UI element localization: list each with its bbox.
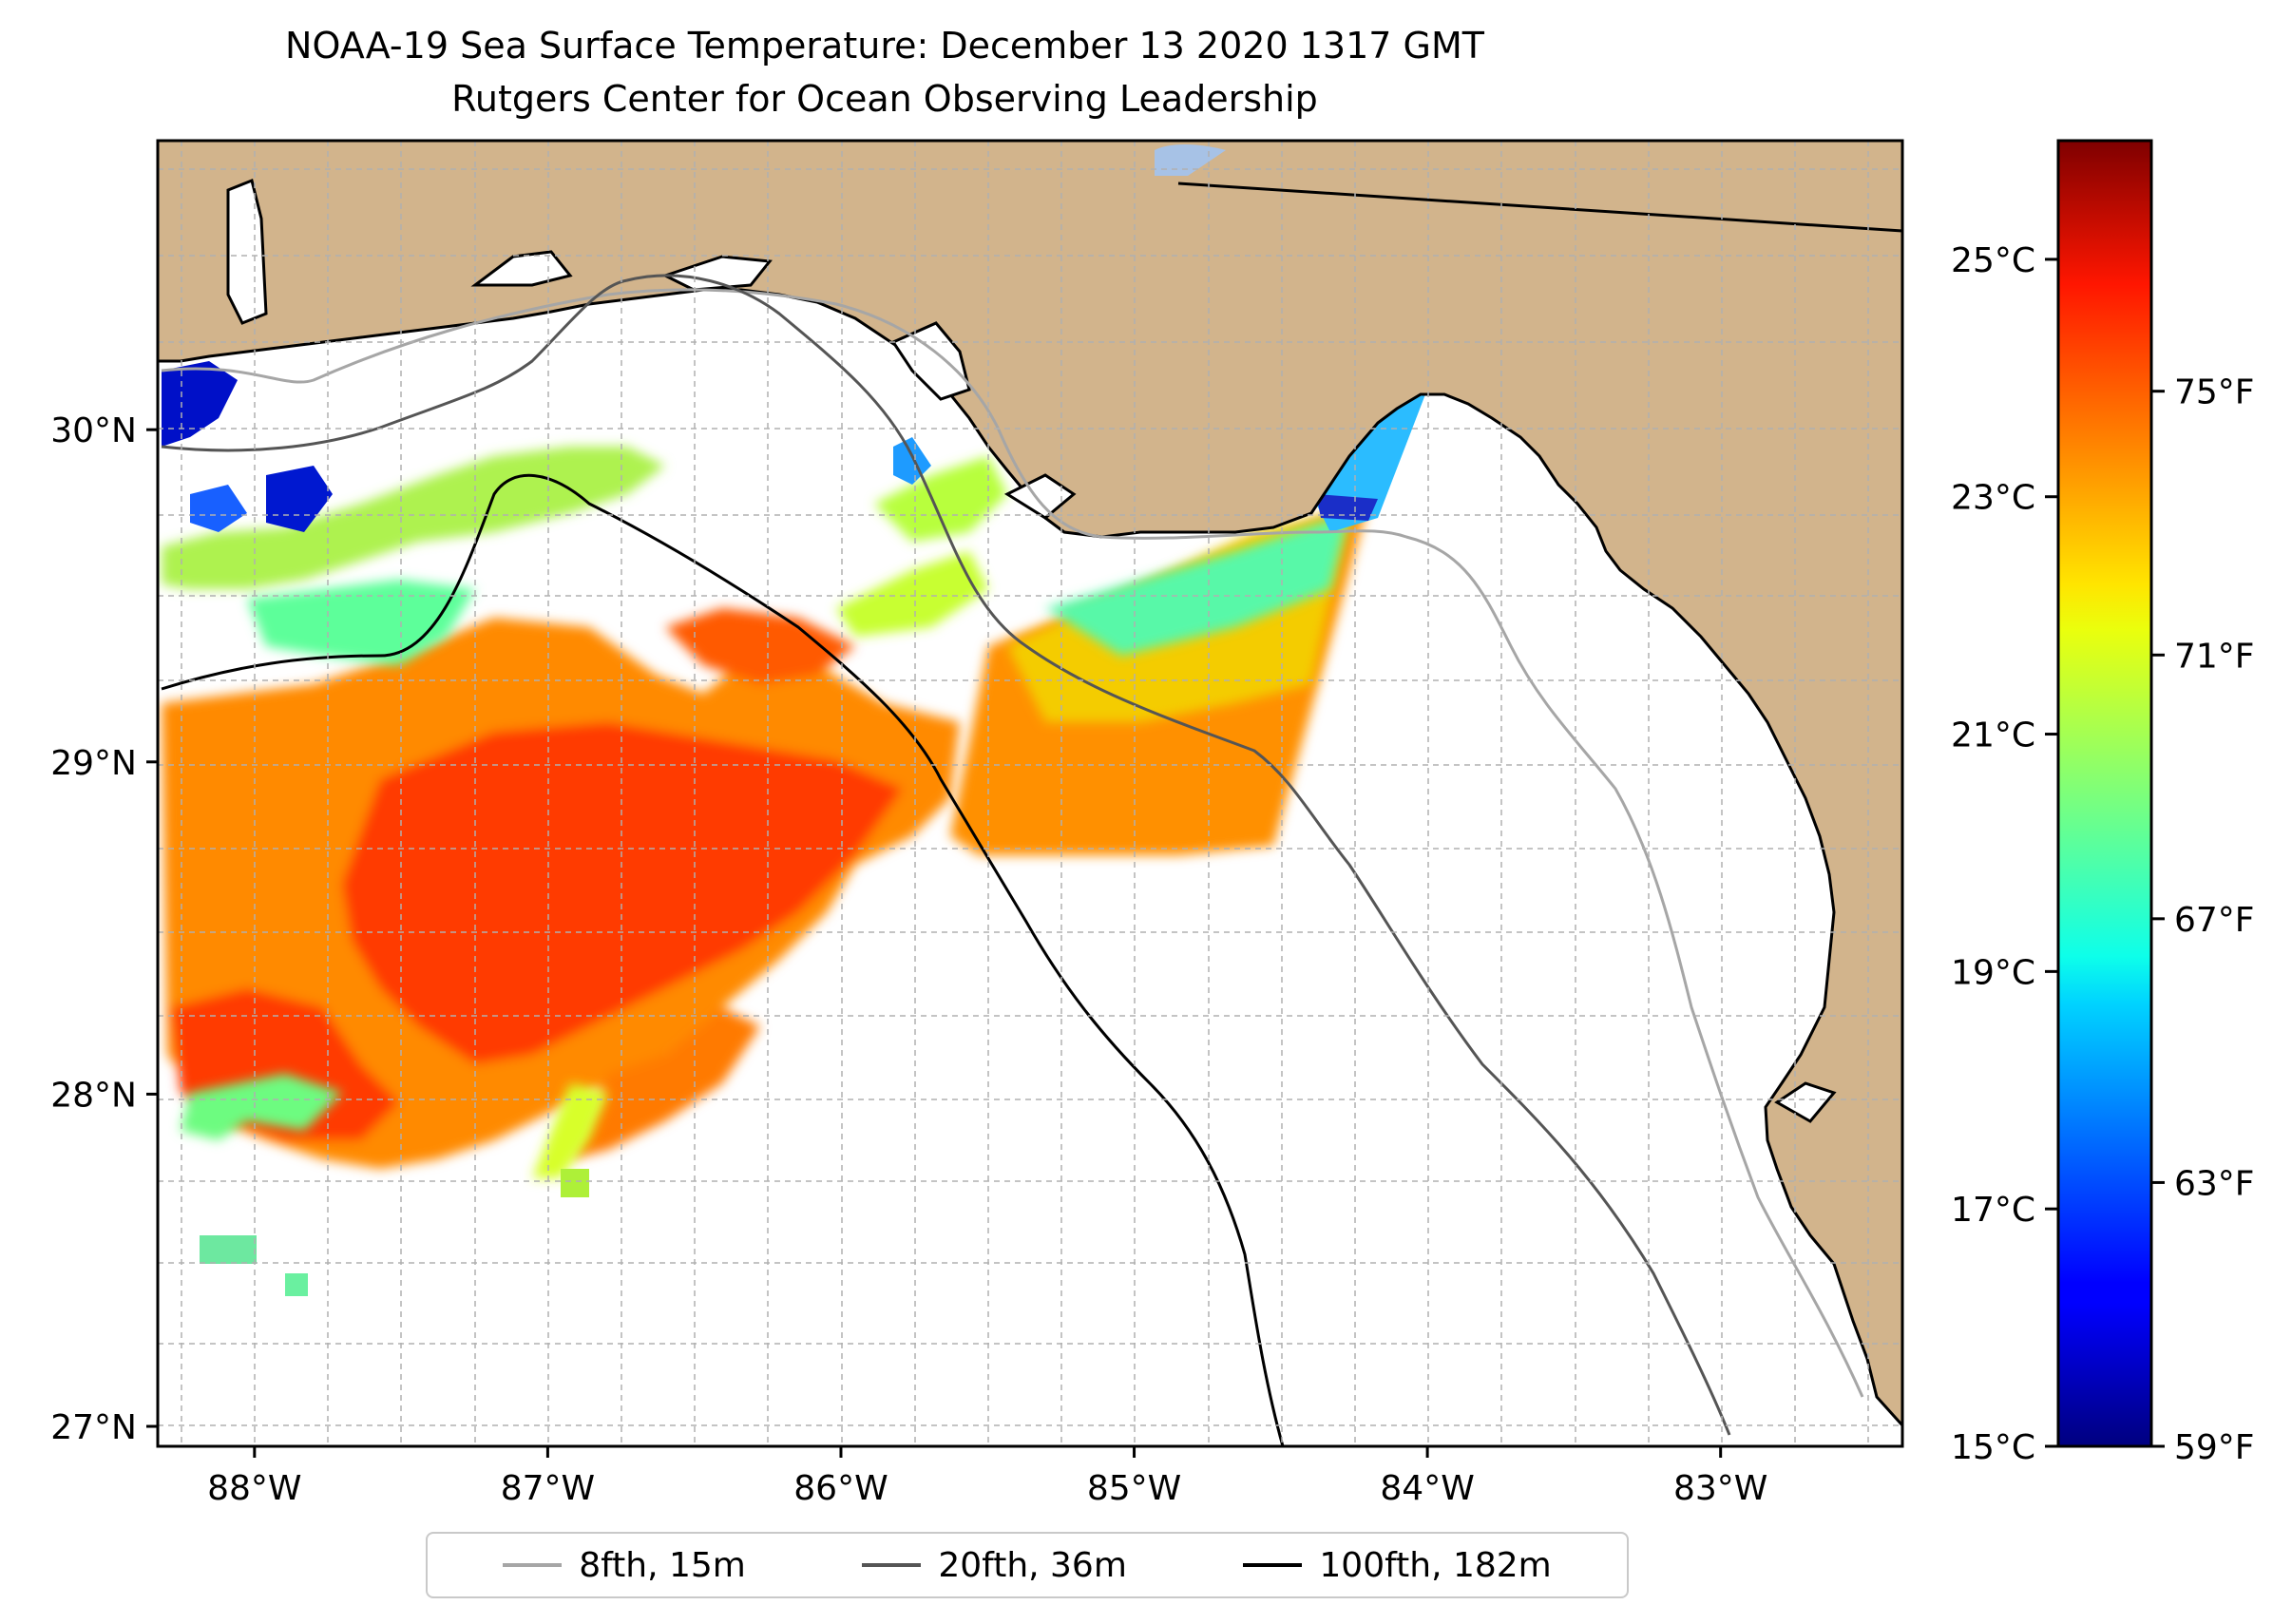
bay-inlet-1 [470,250,573,287]
colorbar-celsius-label: 19°C [1951,953,2035,992]
map-subtitle: Rutgers Center for Ocean Observing Leade… [451,78,1318,120]
mobile-bay [226,178,268,325]
coastline [158,141,1902,1428]
bay-inlet-2 [661,255,773,292]
lon-tick-label: 83°W [1673,1469,1767,1508]
lon-tick-label: 86°W [793,1469,888,1508]
colorbar-fahrenheit-ticks: 75°F 71°F 67°F 63°F 59°F [2151,373,2255,1467]
legend-item-20fth: 20fth, 36m [862,1546,1127,1585]
tampa-bay [1774,1081,1837,1123]
lon-tick-label: 84°W [1380,1469,1474,1508]
colorbar-celsius-ticks: 25°C 23°C 21°C 19°C 17°C 15°C [1951,241,2058,1467]
colorbar-celsius-label: 17°C [1951,1191,2035,1230]
sst-isolated-pixels [200,1169,589,1296]
legend-label-100fth: 100fth, 182m [1319,1545,1552,1585]
colorbar-fahrenheit-label: 71°F [2174,637,2255,676]
gridlines [158,141,1902,1446]
lon-tick-label: 88°W [207,1469,301,1508]
colorbar-celsius-label: 15°C [1951,1428,2035,1467]
lon-tick-label: 85°W [1087,1469,1181,1508]
legend-item-8fth: 8fth, 15m [503,1546,746,1585]
colorbar [2056,139,2153,1448]
legend-label-20fth: 20fth, 36m [938,1545,1127,1585]
sst-swath [950,394,1425,855]
colorbar-celsius-label: 21°C [1951,716,2035,755]
sst-field [162,238,1425,1296]
bay-inlet-4 [1003,473,1077,520]
lat-tick-label: 29°N [50,744,137,783]
colorbar-fahrenheit-label: 63°F [2174,1164,2255,1203]
colorbar-celsius-label: 23°C [1951,479,2035,518]
longitude-axis: 88°W 87°W 86°W 85°W 84°W 83°W [207,1446,1767,1508]
isobath-20fth [161,274,1731,1436]
map-title: NOAA-19 Sea Surface Temperature: Decembe… [285,25,1484,67]
lat-tick-label: 27°N [50,1408,137,1447]
map-frame [156,139,1904,1448]
state-border [1177,182,1902,233]
sst-cool-fringe [162,447,1007,1178]
land [158,141,1902,1428]
isobaths [161,274,1864,1446]
latitude-axis: 30°N 29°N 28°N 27°N [50,411,158,1447]
lat-tick-label: 28°N [50,1076,137,1115]
isobath-8fth [161,288,1864,1398]
colorbar-fahrenheit-label: 75°F [2174,373,2255,412]
lat-tick-label: 30°N [50,411,137,450]
isobath-100fth [161,473,1285,1446]
colorbar-fahrenheit-label: 59°F [2174,1428,2255,1467]
isobath-legend: 8fth, 15m 20fth, 36m 100fth, 182m [426,1532,1629,1598]
legend-swatch-20fth [862,1563,922,1567]
colorbar-celsius-label: 25°C [1951,241,2035,280]
map-plot: 30°N 29°N 28°N 27°N 88°W 87°W 86°W 85°W 84°W 83°… [50,139,2255,1508]
legend-label-8fth: 8fth, 15m [579,1545,746,1585]
colorbar-fahrenheit-label: 67°F [2174,901,2255,940]
legend-swatch-100fth [1243,1563,1303,1567]
legend-swatch-8fth [503,1563,563,1567]
legend-item-100fth: 100fth, 182m [1243,1545,1552,1585]
lon-tick-label: 87°W [501,1469,595,1508]
